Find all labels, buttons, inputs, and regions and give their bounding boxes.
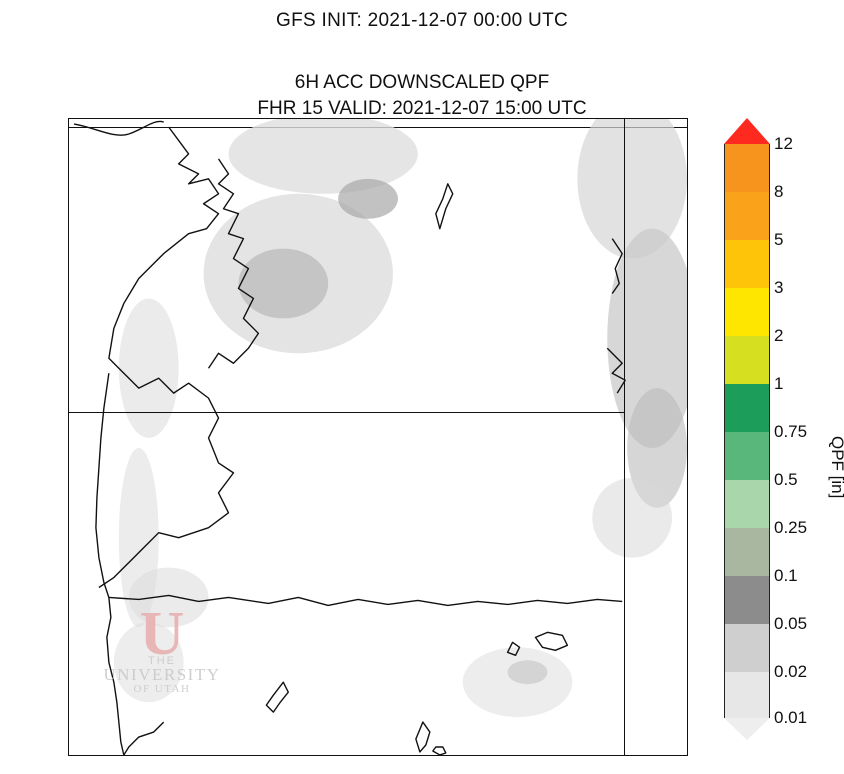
- qpf-map-page: GFS INIT: 2021-12-07 00:00 UTC 6H ACC DO…: [0, 0, 844, 774]
- colorbar-seg-0.02-0.05: [724, 624, 770, 672]
- colorbar-axis-title: QPF [in]: [827, 436, 844, 498]
- cb-tick-2: 2: [774, 326, 783, 346]
- colorbar-seg-3-5: [724, 240, 770, 288]
- colorbar-seg-0.75-1: [724, 384, 770, 432]
- colorbar-bottom-arrow: [724, 718, 770, 740]
- colorbar-top-arrow: [724, 118, 770, 144]
- colorbar-seg-0.05-0.1: [724, 576, 770, 624]
- colorbar-seg-0.25-0.5: [724, 480, 770, 528]
- qpf-title-block: 6H ACC DOWNSCALED QPF FHR 15 VALID: 2021…: [0, 70, 844, 122]
- cb-tick-12: 12: [774, 134, 793, 154]
- qpf-subtitle-line1: 6H ACC DOWNSCALED QPF: [0, 70, 844, 96]
- colorbar-seg-2-3: [724, 288, 770, 336]
- colorbar-column: [724, 118, 770, 754]
- coastline-layer: [69, 119, 687, 755]
- cb-tick-0-5: 0.5: [774, 470, 798, 490]
- cb-tick-0-25: 0.25: [774, 518, 807, 538]
- cb-tick-0-1: 0.1: [774, 566, 798, 586]
- colorbar-seg-1-2: [724, 336, 770, 384]
- colorbar-tick-labels: 12 8 5 3 2 1 0.75 0.5 0.25 0.1 0.05 0.02…: [774, 118, 834, 754]
- cb-tick-0-05: 0.05: [774, 614, 807, 634]
- cb-tick-5: 5: [774, 230, 783, 250]
- colorbar-seg-5-8: [724, 192, 770, 240]
- colorbar-seg-8-12: [724, 144, 770, 192]
- map-panel[interactable]: U THE UNIVERSITY OF UTAH: [68, 118, 688, 756]
- cb-tick-0-02: 0.02: [774, 662, 807, 682]
- cb-tick-1: 1: [774, 374, 783, 394]
- colorbar-seg-0.1-0.25: [724, 528, 770, 576]
- colorbar-seg-0.5-0.75: [724, 432, 770, 480]
- cb-tick-3: 3: [774, 278, 783, 298]
- cb-tick-8: 8: [774, 182, 783, 202]
- gfs-init-title: GFS INIT: 2021-12-07 00:00 UTC: [0, 10, 844, 32]
- cb-tick-0-01: 0.01: [774, 708, 807, 728]
- cb-tick-0-75: 0.75: [774, 422, 807, 442]
- qpf-colorbar[interactable]: 12 8 5 3 2 1 0.75 0.5 0.25 0.1 0.05 0.02…: [724, 118, 770, 754]
- header-block: GFS INIT: 2021-12-07 00:00 UTC 6H ACC DO…: [0, 10, 844, 122]
- colorbar-seg-0.01-0.02: [724, 672, 770, 718]
